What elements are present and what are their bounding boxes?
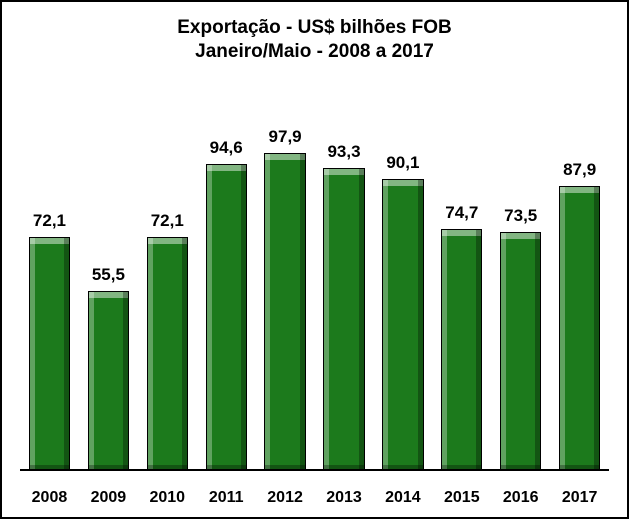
bar-bevel-right	[476, 230, 481, 470]
bar-col: 72,1	[20, 82, 79, 472]
bars-row: 72,1 55,5 72,1 94,6 97,9 93,3 90,1 74,7 73,5 87,9	[20, 82, 609, 472]
x-tick-label: 2012	[256, 489, 315, 507]
bar	[29, 237, 70, 471]
bar-col: 72,1	[138, 82, 197, 472]
bar-bevel-right	[64, 238, 69, 470]
bar-bevel-left	[89, 292, 94, 470]
bar	[206, 164, 247, 471]
bar	[559, 186, 600, 471]
bar-bevel-right	[123, 292, 128, 470]
bar-value-label: 94,6	[210, 138, 243, 158]
bar	[382, 179, 423, 471]
bar-col: 90,1	[373, 82, 432, 472]
bar-col: 87,9	[550, 82, 609, 472]
x-tick-label: 2009	[79, 489, 138, 507]
bar-col: 97,9	[256, 82, 315, 472]
bar-col: 94,6	[197, 82, 256, 472]
x-tick-label: 2013	[315, 489, 374, 507]
x-tick-label: 2011	[197, 489, 256, 507]
bar-bevel-left	[265, 154, 270, 470]
chart-title-block: Exportação - US$ bilhões FOB Janeiro/Mai…	[2, 2, 627, 64]
chart-container: Exportação - US$ bilhões FOB Janeiro/Mai…	[0, 0, 629, 519]
bar-value-label: 93,3	[327, 142, 360, 162]
bar-value-label: 73,5	[504, 206, 537, 226]
bar-bevel-right	[241, 165, 246, 470]
bar	[441, 229, 482, 471]
bar-col: 73,5	[491, 82, 550, 472]
x-baseline	[20, 469, 609, 471]
x-tick-label: 2010	[138, 489, 197, 507]
bar-value-label: 72,1	[33, 211, 66, 231]
bar-bevel-right	[535, 233, 540, 470]
bar-bevel-left	[442, 230, 447, 470]
chart-title-line2: Janeiro/Maio - 2008 a 2017	[2, 40, 627, 64]
bar-bevel-right	[182, 238, 187, 470]
chart-title-line1: Exportação - US$ bilhões FOB	[2, 16, 627, 40]
bar-bevel-right	[300, 154, 305, 470]
bar	[264, 153, 305, 471]
bar-bevel-left	[383, 180, 388, 470]
x-tick-label: 2014	[373, 489, 432, 507]
bar	[500, 232, 541, 471]
bar	[323, 168, 364, 471]
bar-bevel-left	[501, 233, 506, 470]
bar-value-label: 55,5	[92, 265, 125, 285]
bar-value-label: 74,7	[445, 203, 478, 223]
x-tick-label: 2008	[20, 489, 79, 507]
bar-bevel-right	[594, 187, 599, 470]
bar-bevel-left	[148, 238, 153, 470]
bar	[88, 291, 129, 471]
bar-value-label: 87,9	[563, 160, 596, 180]
bar-col: 93,3	[315, 82, 374, 472]
bar-bevel-left	[30, 238, 35, 470]
plot-area: 72,1 55,5 72,1 94,6 97,9 93,3 90,1 74,7 73,5 87,9	[20, 82, 609, 472]
bar-bevel-right	[418, 180, 423, 470]
x-tick-label: 2016	[491, 489, 550, 507]
bar-col: 55,5	[79, 82, 138, 472]
bar-col: 74,7	[432, 82, 491, 472]
bar-bevel-right	[359, 169, 364, 470]
bar-value-label: 97,9	[269, 127, 302, 147]
bar-bevel-left	[324, 169, 329, 470]
bar-value-label: 72,1	[151, 211, 184, 231]
bar	[147, 237, 188, 471]
x-tick-label: 2017	[550, 489, 609, 507]
bar-value-label: 90,1	[386, 153, 419, 173]
bar-bevel-left	[560, 187, 565, 470]
x-axis: 2008200920102011201220132014201520162017	[20, 479, 609, 507]
x-tick-label: 2015	[432, 489, 491, 507]
bar-bevel-left	[207, 165, 212, 470]
